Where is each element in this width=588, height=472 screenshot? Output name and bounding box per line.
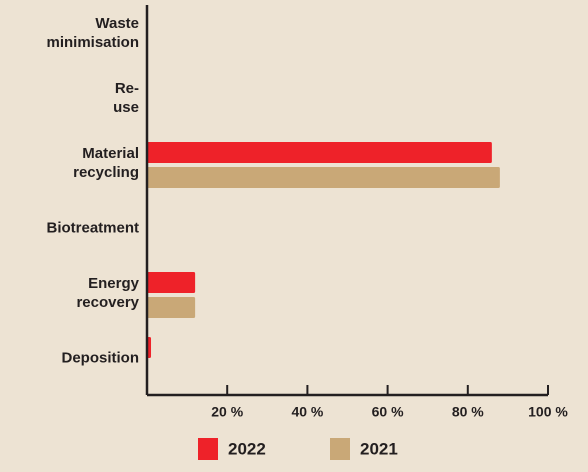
legend-swatch — [330, 438, 350, 460]
category-label: Re-use — [113, 80, 139, 116]
x-tick-label: 20 % — [211, 404, 243, 420]
category-label: Energy recovery — [76, 275, 140, 311]
legend-swatch — [198, 438, 218, 460]
bar — [147, 272, 196, 293]
legend-label: 2022 — [228, 439, 266, 458]
bar — [147, 167, 500, 188]
bar — [147, 297, 196, 318]
x-tick-label: 80 % — [452, 404, 484, 420]
bar — [147, 142, 492, 163]
legend-label: 2021 — [360, 439, 398, 458]
x-tick-label: 40 % — [291, 404, 323, 420]
category-label: Waste minimisation — [46, 15, 139, 51]
category-label: Material recycling — [73, 145, 139, 181]
x-tick-label: 60 % — [372, 404, 404, 420]
category-label: Biotreatment — [46, 219, 139, 237]
x-tick-label: 100 % — [528, 404, 568, 420]
category-label: Deposition — [61, 349, 140, 367]
